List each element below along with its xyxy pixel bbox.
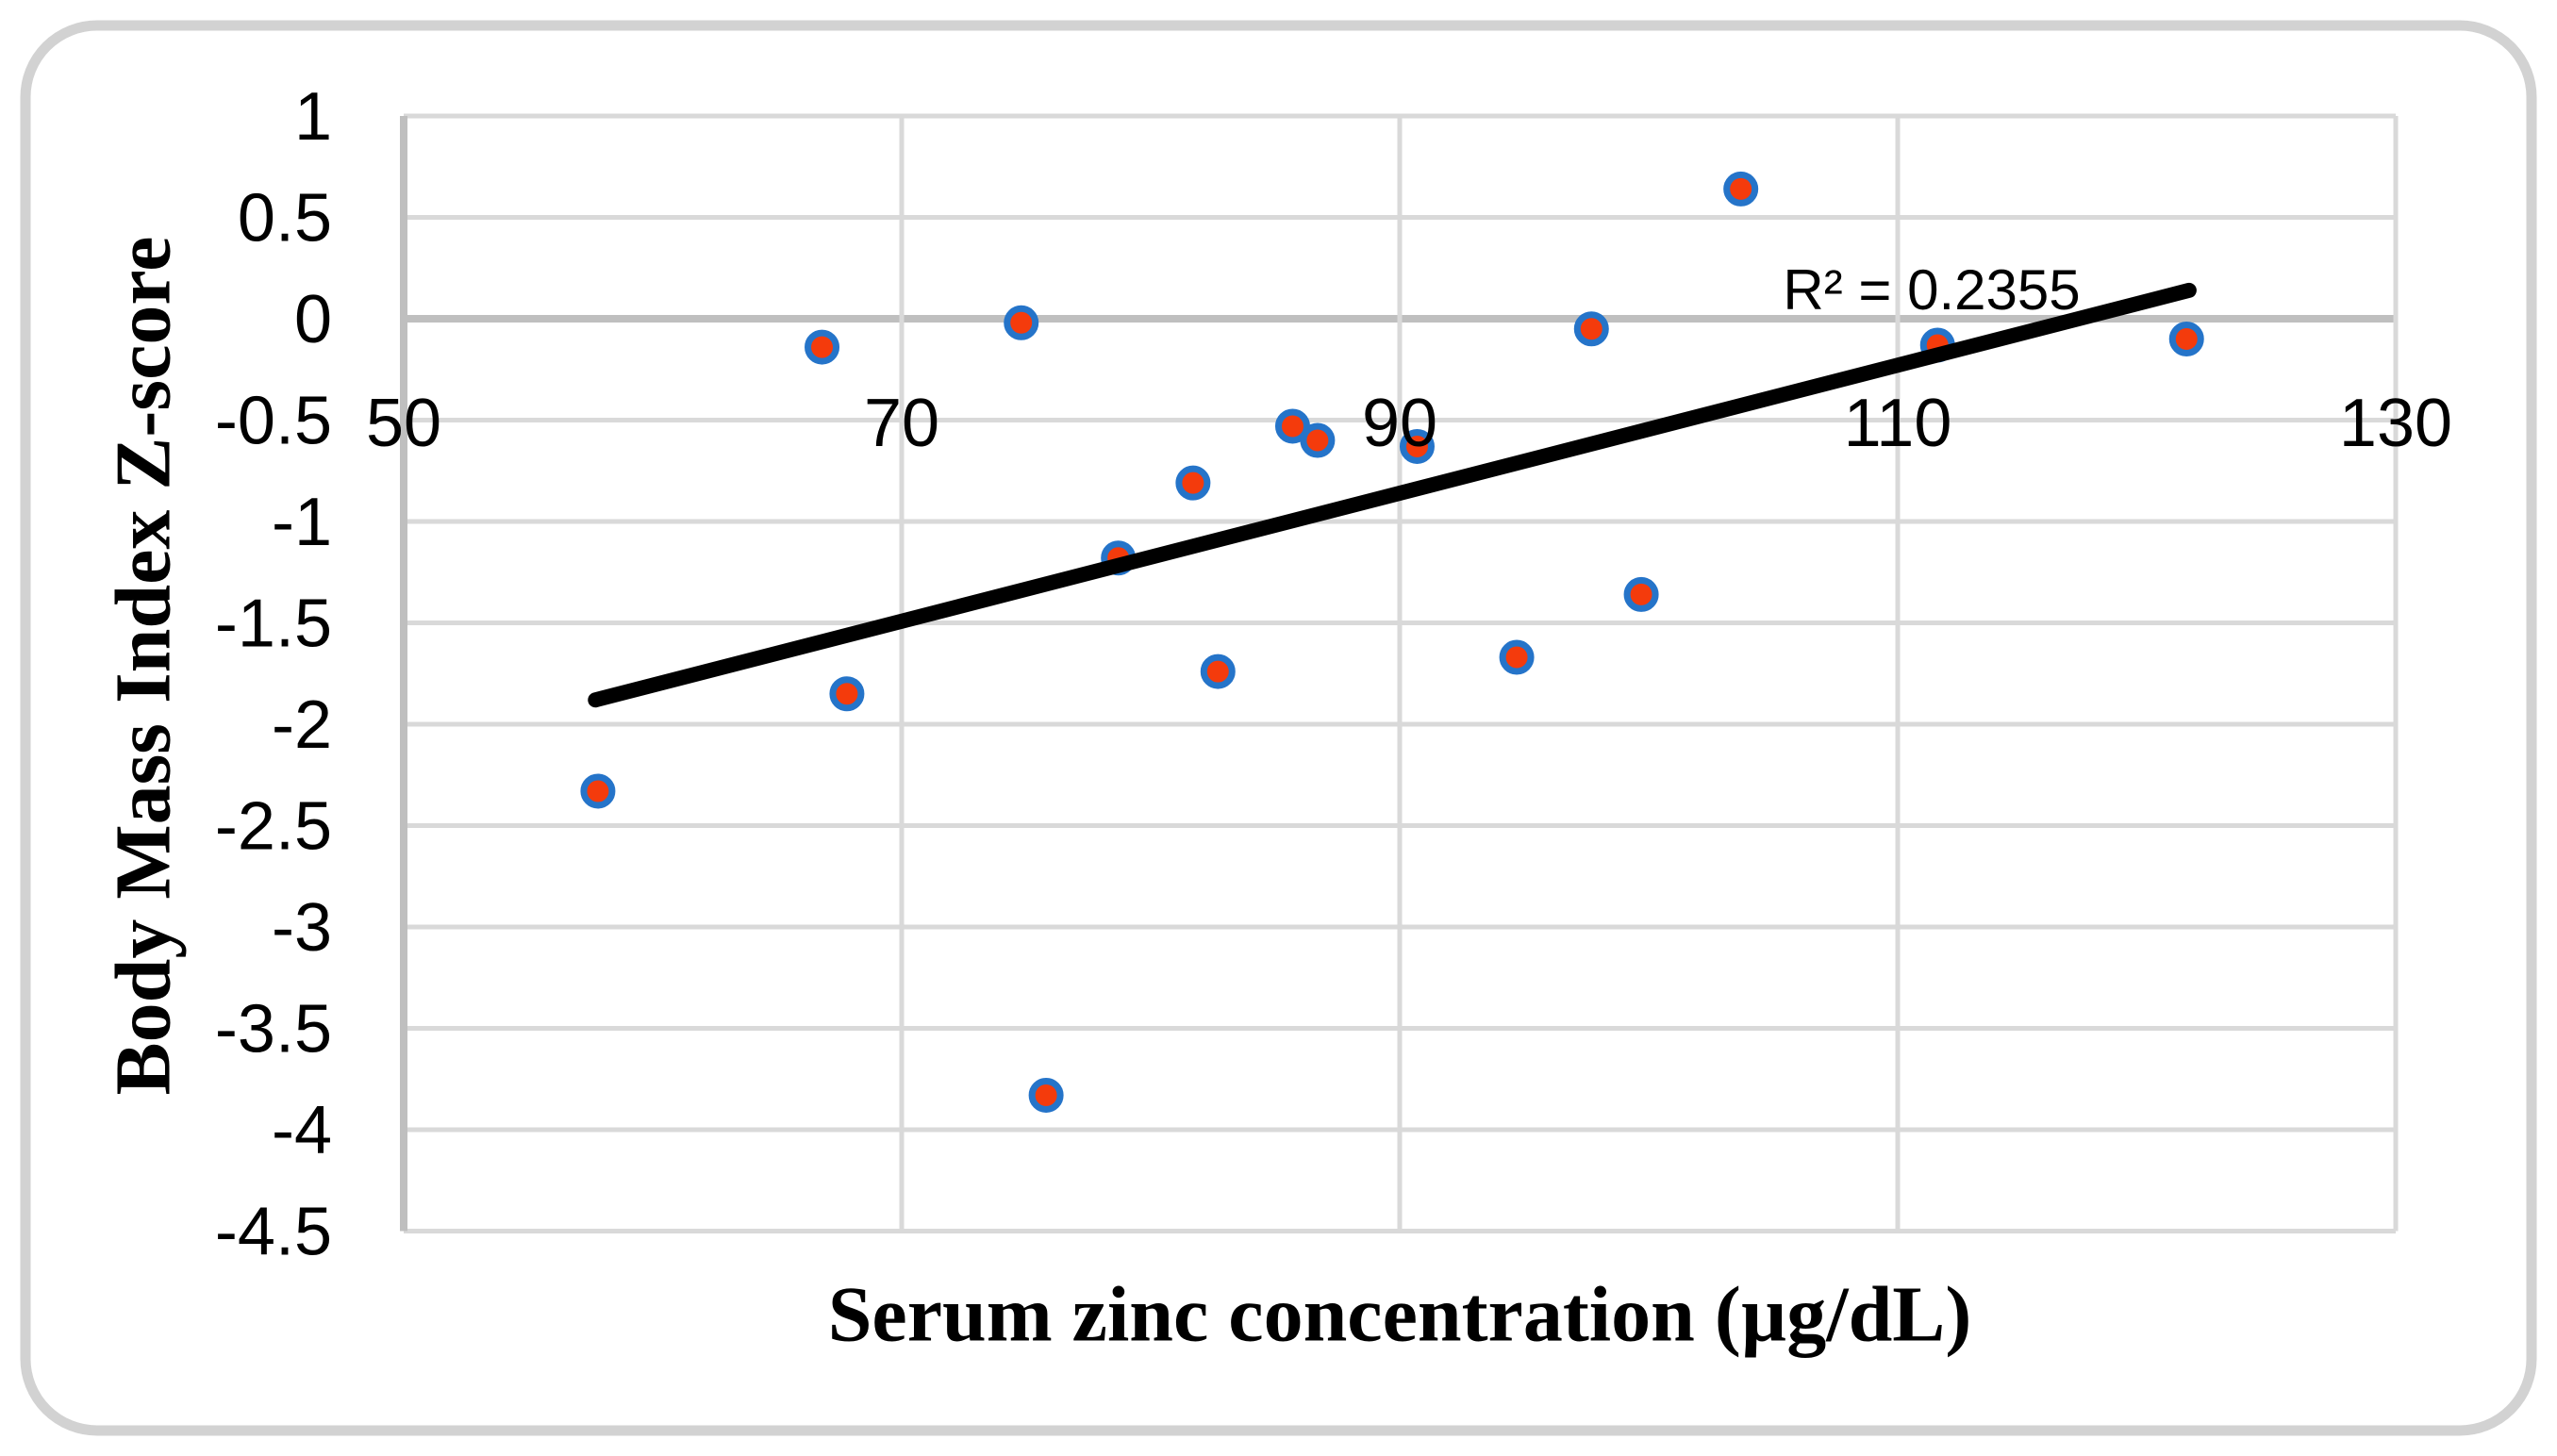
y-tick-label: 0 xyxy=(294,282,332,357)
data-point xyxy=(1028,1077,1064,1113)
data-point xyxy=(1623,576,1659,612)
y-tick-label: -4.5 xyxy=(215,1195,332,1270)
y-tick-label: -2 xyxy=(272,687,332,763)
data-point xyxy=(1004,305,1039,340)
x-axis-title: Serum zinc concentration (µg/dL) xyxy=(828,1270,1972,1358)
data-point xyxy=(1274,408,1310,444)
data-point xyxy=(2168,322,2204,356)
data-point xyxy=(580,773,616,809)
gridlines-layer xyxy=(400,113,2399,1233)
data-point xyxy=(829,676,865,712)
x-tick-label: 130 xyxy=(2339,386,2452,461)
y-tick-label: -3 xyxy=(272,890,332,966)
x-tick-label: 110 xyxy=(1844,386,1952,461)
trendline-layer xyxy=(588,282,2197,708)
chart-frame xyxy=(20,20,2537,1436)
data-point xyxy=(1573,311,1609,347)
data-point xyxy=(1723,171,1759,207)
data-point xyxy=(1200,654,1236,689)
y-tick-label: -1.5 xyxy=(215,587,332,662)
x-tick-label: 50 xyxy=(366,386,441,461)
y-tick-label: -1 xyxy=(272,485,332,560)
data-point xyxy=(805,329,840,365)
trendline xyxy=(588,282,2197,708)
y-tick-label: -4 xyxy=(272,1093,332,1168)
y-axis-title: Body Mass Index Z-score xyxy=(99,237,187,1096)
y-tick-label: 0.5 xyxy=(238,181,332,256)
data-point xyxy=(1399,428,1435,464)
data-point xyxy=(1175,465,1211,501)
y-tick-label: -2.5 xyxy=(215,789,332,865)
data-point xyxy=(1499,639,1535,675)
tick-labels-layer: 1 0.5 0 -0.5 -1 -1.5 -2 -2.5 -3 -3.5 -4 -4.5 50 70 90 1… xyxy=(215,79,2452,1270)
x-tick-label: 70 xyxy=(864,386,939,461)
y-tick-label: -3.5 xyxy=(215,992,332,1067)
x-tick-label: 90 xyxy=(1362,386,1437,461)
r-squared-annotation: R² = 0.2355 xyxy=(1783,258,2080,322)
y-tick-label: -0.5 xyxy=(215,384,332,459)
data-point xyxy=(1300,422,1336,458)
y-tick-label: 1 xyxy=(294,79,332,155)
